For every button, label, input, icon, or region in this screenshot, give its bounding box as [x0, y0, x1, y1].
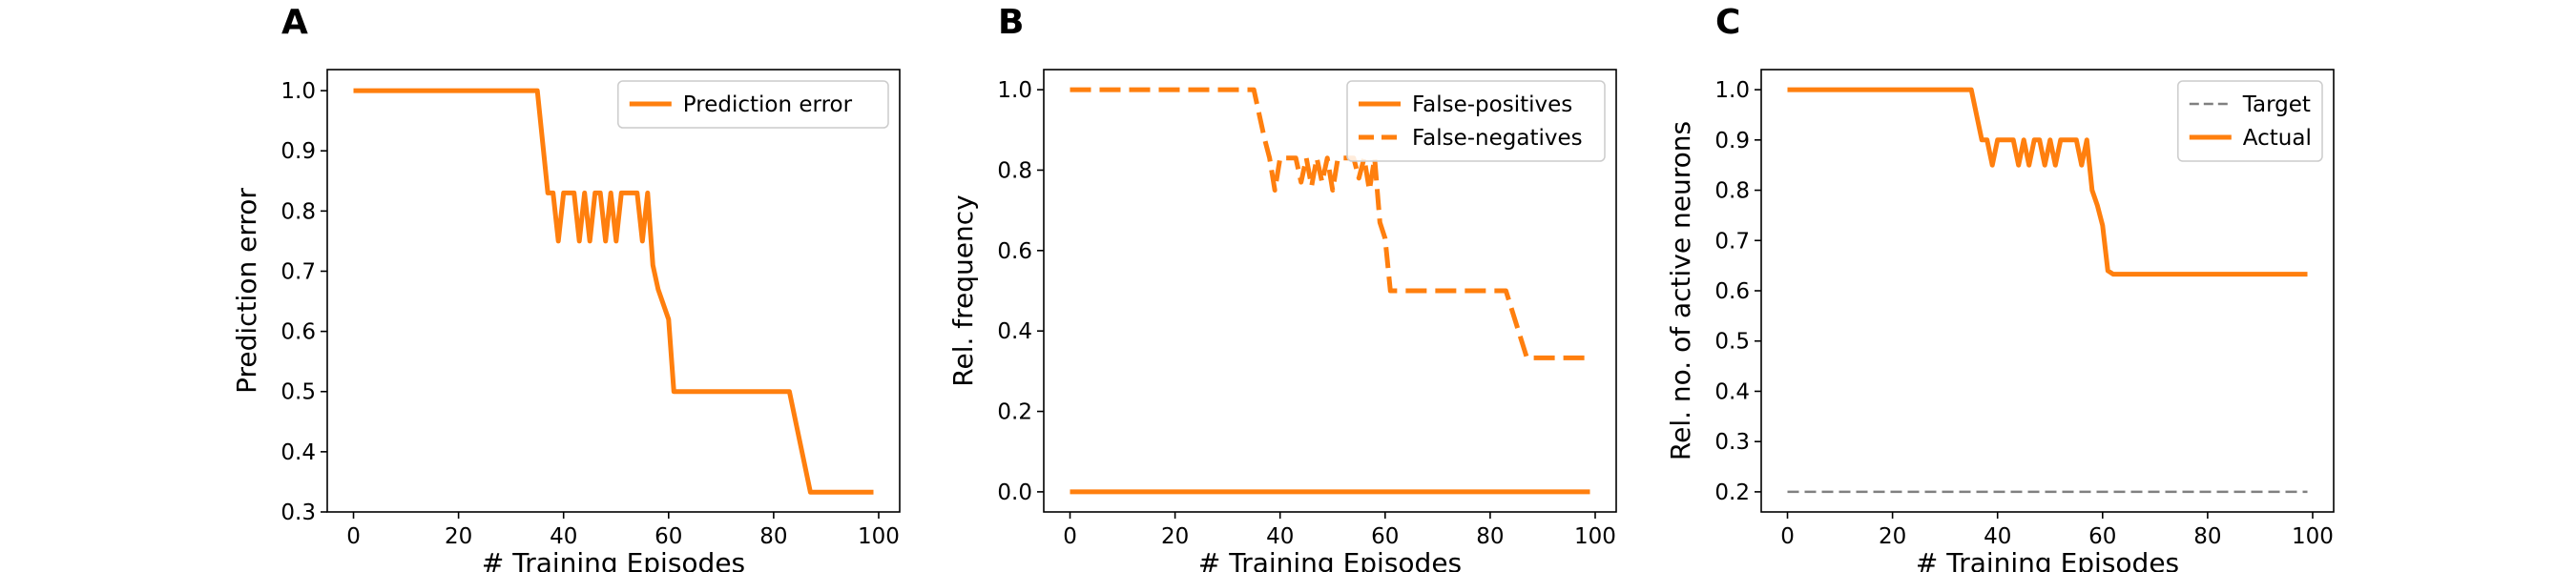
series-line-prediction-error [353, 88, 874, 495]
y-tick-label: 0.8 [997, 158, 1032, 183]
x-tick-label: 60 [654, 524, 682, 549]
series-line-actual [1787, 87, 2308, 277]
y-tick-label: 0.3 [1714, 430, 1750, 455]
series-line-false-negatives [1070, 87, 1590, 360]
x-axis-label: # Training Episodes [482, 547, 745, 572]
legend: False-positives False-negatives [1346, 80, 1606, 162]
x-tick-label: 100 [2292, 524, 2334, 549]
chart-panel-a: A 0 20 40 60 80 100 0.3 0.4 0.5 0.6 0.7 0.8 0.9 1.0 # T… [231, 3, 901, 572]
legend: Prediction error [617, 80, 889, 129]
y-tick-label: 0.3 [280, 500, 316, 525]
x-tick-label: 0 [346, 524, 361, 549]
legend-entry: False-negatives [1412, 126, 1583, 151]
x-tick-label: 20 [445, 524, 472, 549]
x-tick-label: 60 [1371, 524, 1399, 549]
plot-frame [1043, 69, 1617, 513]
y-tick-label: 0.6 [997, 239, 1032, 264]
chart-panel-c: C 0 20 40 60 80 100 0.2 0.3 0.4 0.5 0.6 0.7 0.8 0.9 1.0… [1665, 3, 2335, 572]
legend-entry: Target [2242, 92, 2311, 117]
x-tick-label: 0 [1780, 524, 1795, 549]
y-axis-label: Prediction error [231, 188, 262, 394]
x-tick-label: 0 [1063, 524, 1077, 549]
y-tick-label: 1.0 [280, 79, 316, 104]
legend-entry: Prediction error [683, 92, 853, 117]
panel-label: A [281, 3, 308, 42]
y-tick-label: 0.4 [280, 440, 316, 465]
y-axis-label: Rel. frequency [947, 194, 979, 386]
y-tick-label: 0.5 [280, 380, 316, 405]
plot-frame [326, 69, 901, 513]
y-tick-label: 0.2 [1714, 480, 1750, 505]
legend-entry: False-positives [1412, 92, 1572, 117]
panel-label: C [1715, 3, 1740, 42]
y-tick-label: 0.9 [1714, 129, 1750, 153]
y-tick-label: 1.0 [1714, 78, 1750, 103]
legend-box [1346, 80, 1606, 162]
x-tick-label: 20 [1161, 524, 1189, 549]
x-axis-label: # Training Episodes [1916, 547, 2179, 572]
chart-panel-b: B 0 20 40 60 80 100 0.0 0.2 0.4 0.6 0.8 1.0 # Trainin… [947, 3, 1617, 572]
legend-box [2177, 80, 2323, 162]
y-tick-label: 0.7 [280, 259, 316, 284]
x-tick-label: 20 [1879, 524, 1906, 549]
x-tick-label: 80 [2193, 524, 2221, 549]
y-tick-label: 0.6 [1714, 279, 1750, 304]
x-tick-label: 80 [759, 524, 787, 549]
x-tick-label: 100 [1574, 524, 1616, 549]
y-tick-label: 0.4 [1714, 379, 1750, 404]
x-tick-label: 40 [1266, 524, 1294, 549]
y-tick-label: 0.8 [280, 199, 316, 224]
y-tick-label: 0.0 [997, 480, 1032, 505]
x-tick-label: 40 [550, 524, 577, 549]
y-tick-label: 0.2 [997, 400, 1032, 425]
y-tick-label: 0.7 [1714, 229, 1750, 254]
legend-entry: Actual [2243, 126, 2312, 151]
x-tick-label: 40 [1984, 524, 2011, 549]
y-tick-label: 0.9 [280, 139, 316, 164]
x-axis-label: # Training Episodes [1198, 547, 1462, 572]
y-axis-label: Rel. no. of active neurons [1665, 121, 1696, 460]
y-tick-label: 0.8 [1714, 179, 1750, 204]
x-tick-label: 60 [2088, 524, 2116, 549]
legend: Target Actual [2177, 80, 2323, 162]
x-tick-label: 80 [1476, 524, 1504, 549]
y-tick-label: 0.4 [997, 319, 1032, 344]
y-tick-label: 1.0 [997, 78, 1032, 103]
y-tick-label: 0.6 [280, 320, 316, 345]
legend-box [617, 80, 889, 129]
x-tick-label: 100 [858, 524, 900, 549]
panel-label: B [998, 3, 1024, 42]
y-tick-label: 0.5 [1714, 330, 1750, 355]
